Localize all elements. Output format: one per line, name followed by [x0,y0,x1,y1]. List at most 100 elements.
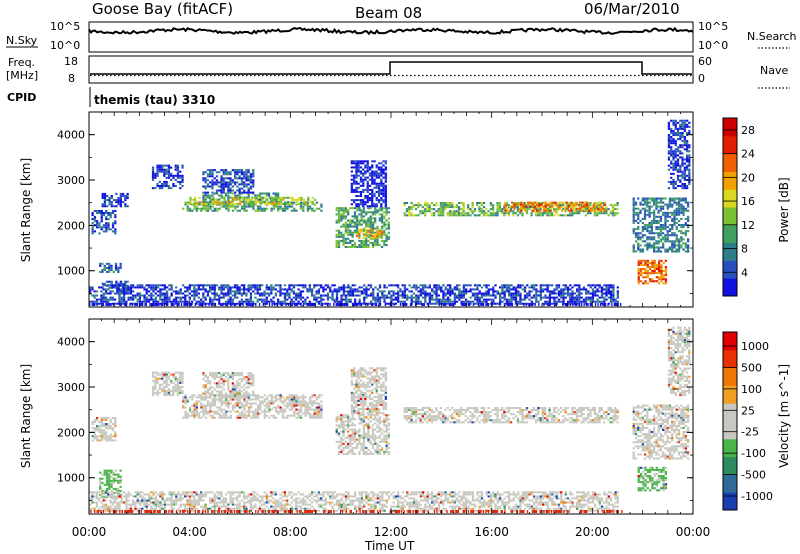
scatter-cell [256,298,259,301]
scatter-cell [367,239,370,242]
scatter-cell [195,414,198,417]
scatter-cell [306,290,309,293]
scatter-cell [677,224,681,227]
scatter-cell [679,132,682,135]
scatter-cell [174,383,177,386]
scatter-cell [485,298,488,301]
scatter-cell [676,154,680,157]
scatter-cell [154,387,157,390]
scatter-cell [682,209,685,212]
scatter-cell [437,288,441,291]
scatter-cell [357,170,360,173]
scatter-cell [209,171,212,174]
scatter-cell [688,132,691,135]
scatter-cell [184,416,187,419]
scatter-cell [129,296,133,299]
scatter-cell [605,212,608,215]
scatter-cell [198,414,201,417]
scatter-cell [109,421,112,424]
scatter-cell [549,209,552,212]
scatter-cell [677,219,681,222]
scatter-cell [209,203,212,206]
scatter-cell [161,373,164,376]
scatter-cell [482,210,486,213]
ground-scatter-cell [504,303,506,306]
scatter-cell [154,292,157,295]
scatter-cell [371,241,375,244]
ground-scatter-cell [306,303,308,306]
ground-scatter-cell [285,303,287,306]
scatter-cell [357,174,360,177]
scatter-cell [107,427,110,430]
scatter-cell [188,414,192,417]
scatter-cell [373,170,376,173]
scatter-cell [530,214,533,217]
scatter-cell [666,211,669,214]
scatter-cell [136,286,139,289]
scatter-cell [175,302,178,305]
scatter-cell [579,205,582,208]
scatter-cell [204,298,207,301]
scatter-cell [677,211,681,214]
scatter-cell [485,290,488,293]
scatter-cell [448,204,452,207]
scatter-cell [277,192,280,195]
scatter-cell [403,288,407,291]
scatter-cell [349,219,352,222]
scatter-cell [598,284,601,287]
scatter-cell [154,288,157,291]
scatter-cell [123,292,126,295]
scatter-cell [384,195,387,198]
scatter-cell [422,288,425,291]
scatter-cell [179,187,182,190]
scatter-cell [195,284,198,287]
scatter-cell [417,290,420,293]
scatter-cell [373,160,376,163]
scatter-cell [480,296,484,299]
scatter-cell [614,208,617,211]
scatter-cell [351,233,354,236]
scatter-cell [91,300,94,303]
scatter-cell [119,262,122,265]
scatter-cell [681,158,684,161]
scatter-cell [666,236,669,239]
ground-scatter-cell [602,303,604,306]
scatter-cell [367,234,370,237]
scatter-cell [311,196,314,199]
scatter-cell [193,394,196,397]
scatter-cell [442,208,445,211]
scatter-cell [526,284,529,287]
scatter-cell [120,296,123,299]
scatter-cell [671,217,674,220]
scatter-cell [234,171,237,174]
scatter-cell [218,300,221,303]
scatter-cell [433,292,436,295]
scatter-cell [366,186,369,189]
scatter-cell [378,217,381,220]
scatter-cell [351,221,354,224]
scatter-cell [662,228,665,231]
scatter-cell [362,199,365,202]
scatter-cell [209,200,212,203]
scatter-cell [677,199,681,202]
scatter-cell [510,298,513,301]
scatter-cell [562,300,565,303]
scatter-cell [683,158,686,161]
scatter-cell [200,202,203,205]
scatter-cell [119,280,122,283]
scatter-cell [491,212,495,215]
scatter-cell [163,296,166,299]
scatter-cell [637,270,640,273]
scatter-cell [437,214,440,217]
scatter-cell [585,300,588,303]
scatter-cell [384,184,387,187]
scatter-cell [504,203,507,206]
scatter-cell [273,196,276,199]
scatter-cell [384,192,387,195]
scatter-cell [152,284,155,287]
scatter-cell [317,296,321,299]
scatter-cell [496,204,499,207]
scatter-cell [496,292,499,295]
colorbar-segment [723,242,737,261]
scatter-cell [333,290,336,293]
